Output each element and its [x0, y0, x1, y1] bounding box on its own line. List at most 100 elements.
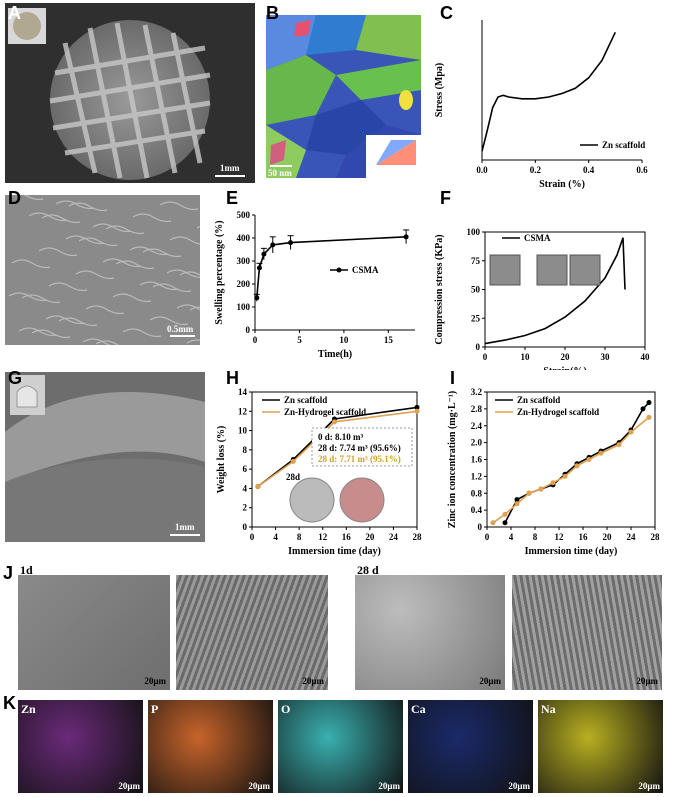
- scale-bar-label: 20μm: [144, 676, 166, 686]
- surface-texture: [5, 372, 205, 542]
- x-tick-label: 16: [579, 532, 589, 542]
- panel-b-ebsd-map: 50 nm: [266, 15, 421, 178]
- data-point: [628, 429, 634, 435]
- scale-bar-label: 50 nm: [268, 168, 292, 178]
- y-tick-label: 3.2: [471, 387, 483, 397]
- data-point: [538, 486, 544, 492]
- y-tick-label: 12: [238, 406, 248, 416]
- panel-f-label: F: [440, 188, 451, 208]
- panel-j-right-title: 28 d: [357, 563, 379, 577]
- panel-a-sem-image: 1mm: [5, 3, 255, 183]
- y-tick-label: 2.4: [471, 421, 483, 431]
- scale-bar-label: 1mm: [220, 163, 240, 173]
- annotation-line: 0 d: 8.10 m³: [318, 432, 363, 442]
- panel-j-sem-3: 20μm: [355, 575, 505, 690]
- chart-c-stress-strain: 0.0 0.2 0.4 0.6 Strain (%) Stress (Mpa) Zn sca…: [434, 20, 648, 190]
- x-tick-label: 12: [555, 532, 565, 542]
- chart-f-compression: 0 10 20 30 40 0 25 50 75 100 Strain(%) Compression …: [434, 227, 650, 370]
- inset-photo-2: [569, 254, 601, 286]
- y-tick-label: 100: [467, 227, 481, 237]
- scale-bar-label: 20μm: [118, 781, 140, 791]
- inset-scaffold-grey: [289, 477, 335, 523]
- x-tick-label: 5: [297, 335, 302, 345]
- inset-scaffold-red: [339, 477, 385, 523]
- texture-stroke: [169, 236, 200, 245]
- panel-a-label: A: [8, 3, 21, 23]
- y-axis-label: Weight loss (%): [216, 426, 227, 494]
- eds-map-ca: Ca 20μm: [408, 700, 533, 793]
- x-tick-label: 20: [561, 352, 571, 362]
- y-axis-label: Stress (Mpa): [434, 63, 445, 118]
- annotation-line: 28 d: 7.71 m³ (95.1%): [318, 454, 401, 464]
- scale-bar-label: 20μm: [378, 781, 400, 791]
- data-point: [502, 511, 508, 517]
- x-tick-label: 0: [250, 532, 255, 542]
- texture-stroke: [45, 315, 85, 325]
- y-tick-label: 0: [478, 522, 483, 532]
- data-point: [290, 458, 296, 464]
- eds-map-o: O 20μm: [278, 700, 403, 793]
- series-line-0: [256, 236, 407, 298]
- inset-photo-1: [536, 254, 568, 286]
- texture-stroke: [112, 293, 152, 303]
- surface-texture: [5, 195, 200, 345]
- x-tick-label: 28: [413, 532, 423, 542]
- y-tick-label: 0: [243, 522, 248, 532]
- data-point: [562, 473, 568, 479]
- y-axis-label: Zinc ion concentration (mg·L⁻¹): [447, 391, 458, 528]
- x-tick-label: 0.6: [636, 165, 648, 175]
- series-line-0: [481, 31, 617, 152]
- x-tick-label: 28: [651, 532, 661, 542]
- data-point: [414, 408, 420, 414]
- texture-stroke: [48, 282, 88, 292]
- scale-bar-label: 20μm: [638, 781, 660, 791]
- y-tick-label: 2.8: [471, 404, 483, 414]
- x-tick-label: 0.0: [476, 165, 488, 175]
- legend-label: Zn scaffold: [517, 395, 560, 405]
- x-tick-label: 24: [389, 532, 399, 542]
- y-tick-label: 2.0: [471, 438, 483, 448]
- scale-bar-label: 20μm: [302, 676, 324, 686]
- data-point: [586, 457, 592, 462]
- eds-element-label: Na: [541, 702, 556, 716]
- y-tick-label: 25: [471, 313, 481, 323]
- x-tick-label: 4: [509, 532, 514, 542]
- eds-map-p: P 20μm: [148, 700, 273, 793]
- panel-d-sem-image: 0.5mm: [5, 195, 200, 345]
- y-tick-label: 300: [237, 256, 251, 266]
- x-tick-label: 24: [627, 532, 637, 542]
- scale-bar-label: 1mm: [175, 522, 195, 532]
- y-tick-label: 2: [243, 503, 248, 513]
- x-tick-label: 20: [365, 532, 375, 542]
- y-tick-label: 400: [237, 233, 251, 243]
- legend-label: Zn scaffold: [284, 395, 327, 405]
- texture-stroke: [159, 201, 199, 211]
- x-axis-label: Time(h): [318, 349, 352, 360]
- x-tick-label: 4: [273, 532, 278, 542]
- data-point: [598, 450, 604, 456]
- data-point: [616, 442, 622, 448]
- eds-element-label: Ca: [411, 702, 426, 716]
- x-tick-label: 20: [603, 532, 613, 542]
- legend-label: CSMA: [352, 265, 379, 275]
- data-point: [514, 497, 520, 503]
- x-axis-label: Immersion time (day): [288, 546, 381, 557]
- texture-stroke: [5, 195, 44, 201]
- scale-bar: [170, 335, 195, 337]
- x-tick-label: 12: [318, 532, 328, 542]
- x-tick-label: 16: [342, 532, 352, 542]
- texture-stroke: [18, 327, 58, 337]
- texture-stroke: [8, 292, 48, 302]
- panel-j-label: J: [3, 563, 14, 583]
- series-line-0: [484, 237, 626, 345]
- x-tick-label: 0.2: [530, 165, 542, 175]
- x-tick-label: 0.4: [583, 165, 595, 175]
- scale-bar: [270, 165, 292, 167]
- scale-bar-label: 20μm: [508, 781, 530, 791]
- texture-stroke: [55, 200, 95, 210]
- y-tick-label: 0: [246, 325, 251, 335]
- x-axis-label: Strain (%): [539, 179, 585, 190]
- panel-c-label: C: [440, 3, 453, 23]
- texture-stroke: [176, 304, 200, 311]
